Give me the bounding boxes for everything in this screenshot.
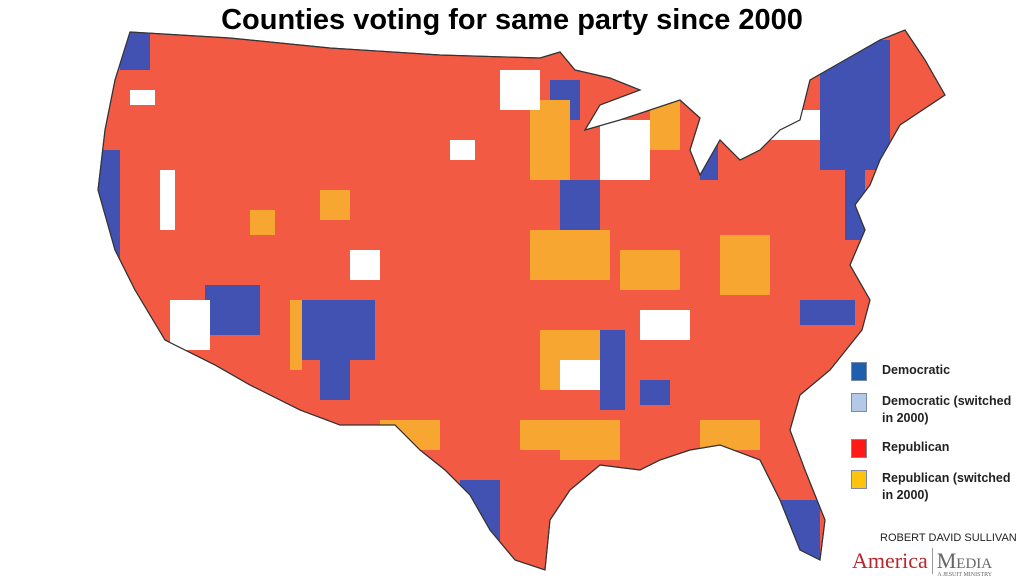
logo-tagline: A JESUIT MINISTRY [937, 572, 993, 578]
author-credit: ROBERT DAVID SULLIVAN [880, 532, 1017, 544]
legend-swatch [851, 393, 867, 412]
legend-label: Republican [882, 440, 950, 454]
legend-label: Democratic [882, 363, 951, 377]
legend-swatch [851, 362, 867, 381]
legend-item-democratic-switched: Democratic (switched in 2000) [851, 393, 1024, 427]
america-media-logo: America Media A JESUIT MINISTRY [852, 548, 993, 578]
legend-label: Republican (switched in 2000) [882, 471, 1011, 502]
logo-left: America [852, 548, 928, 573]
legend-swatch [851, 470, 867, 489]
legend-item-democratic: Democratic [851, 362, 1024, 381]
legend: Democratic Democratic (switched in 2000)… [851, 362, 1024, 516]
legend-label: Democratic (switched in 2000) [882, 394, 1012, 425]
logo-right: Media [936, 548, 993, 573]
legend-swatch [851, 439, 867, 458]
map-title: Counties voting for same party since 200… [221, 4, 803, 36]
rep-switched-counties [250, 100, 770, 460]
legend-item-republican: Republican [851, 439, 1024, 458]
legend-item-republican-switched: Republican (switched in 2000) [851, 470, 1024, 504]
